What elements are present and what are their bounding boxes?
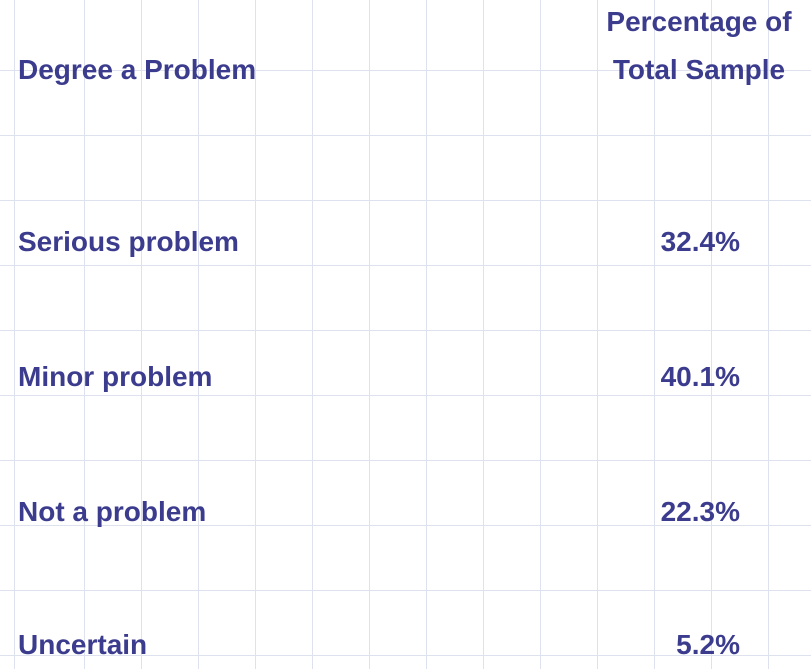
row-label: Serious problem	[18, 226, 239, 257]
row-label: Minor problem	[18, 361, 213, 392]
row-value: 22.3%	[660, 496, 740, 527]
row-value: 40.1%	[660, 361, 740, 392]
header-cell: Percentage of Total Sample	[606, 6, 792, 85]
header-cell: Degree a Problem	[18, 54, 257, 85]
row-label: Uncertain	[18, 629, 148, 660]
row-value: 32.4%	[660, 226, 740, 257]
row-value: 5.2%	[676, 629, 740, 660]
row-label: Not a problem	[18, 496, 207, 527]
